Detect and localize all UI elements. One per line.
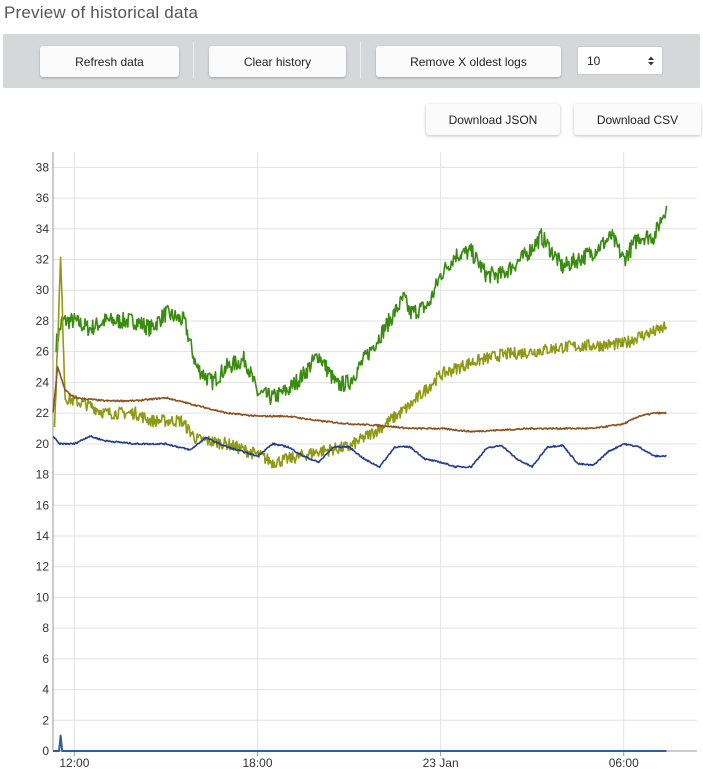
y-tick-label: 32 xyxy=(36,253,50,267)
download-json-button[interactable]: Download JSON xyxy=(426,104,560,135)
y-tick-label: 30 xyxy=(36,283,50,297)
toolbar-divider xyxy=(360,42,361,78)
y-tick-label: 8 xyxy=(42,621,49,635)
y-tick-label: 6 xyxy=(42,652,49,666)
y-tick-label: 10 xyxy=(36,590,50,604)
chart-series xyxy=(52,205,668,752)
y-tick-label: 12 xyxy=(36,560,50,574)
spinner-arrows-icon[interactable] xyxy=(647,55,655,67)
series-line-1 xyxy=(55,205,668,405)
y-tick-label: 36 xyxy=(36,191,50,205)
series-line-3 xyxy=(52,366,667,433)
page-title: Preview of historical data xyxy=(4,3,199,22)
y-tick-label: 16 xyxy=(36,498,50,512)
y-tick-label: 26 xyxy=(36,345,50,359)
x-axis: 12:00 18:00 23 Jan 06:00 xyxy=(53,750,697,770)
y-tick-label: 24 xyxy=(36,375,50,389)
x-tick-label: 12:00 xyxy=(59,756,89,770)
x-tick-label: 23 Jan xyxy=(423,756,459,770)
download-csv-button[interactable]: Download CSV xyxy=(574,104,701,135)
y-tick-label: 20 xyxy=(36,437,50,451)
refresh-data-button[interactable]: Refresh data xyxy=(40,46,179,77)
y-tick-label: 18 xyxy=(36,468,50,482)
clear-history-button[interactable]: Clear history xyxy=(209,46,346,77)
series-line-4 xyxy=(52,435,667,469)
toolbar-divider xyxy=(193,42,194,78)
y-tick-label: 34 xyxy=(36,222,50,236)
y-tick-label: 4 xyxy=(42,683,49,697)
remove-oldest-logs-button[interactable]: Remove X oldest logs xyxy=(376,46,561,77)
series-line-5 xyxy=(53,734,667,752)
y-tick-label: 38 xyxy=(36,160,50,174)
y-tick-label: 28 xyxy=(36,314,50,328)
log-count-value: 10 xyxy=(587,54,601,68)
series-line-2 xyxy=(53,256,668,469)
log-count-input[interactable]: 10 xyxy=(577,46,663,75)
x-tick-label: 06:00 xyxy=(609,756,639,770)
y-tick-label: 14 xyxy=(36,529,50,543)
toolbar: Refresh data Clear history Remove X olde… xyxy=(3,34,700,88)
y-tick-label: 0 xyxy=(42,744,49,758)
x-tick-label: 18:00 xyxy=(242,756,272,770)
y-tick-label: 22 xyxy=(36,406,50,420)
y-tick-label: 2 xyxy=(42,713,49,727)
